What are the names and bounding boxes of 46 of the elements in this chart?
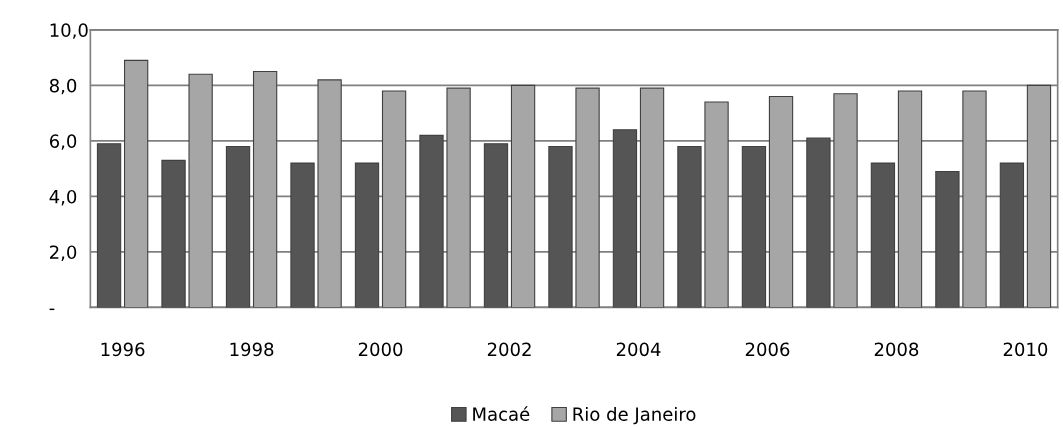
bar (833, 93, 858, 308)
bar (225, 145, 251, 308)
bar (897, 90, 923, 308)
bar (161, 159, 186, 308)
y-tick-label: - (49, 308, 55, 311)
bar (188, 73, 213, 308)
legend-label: Rio de Janeiro (573, 406, 696, 425)
x-tick-label: 2004 (616, 342, 661, 357)
bar (510, 84, 536, 308)
bar (123, 59, 149, 308)
bar (870, 162, 896, 308)
bar (806, 137, 831, 308)
x-tick-label: 2008 (874, 342, 919, 357)
y-tick-label: 4,0 (49, 189, 77, 206)
y-tick-label: 10,0 (50, 23, 88, 39)
x-tick-label: 1998 (230, 342, 274, 357)
y-tick-label: 6,0 (49, 134, 77, 150)
bar (741, 145, 767, 308)
bar (677, 145, 702, 308)
x-tick-label: 2002 (487, 342, 531, 357)
bar (768, 95, 794, 308)
bar (962, 90, 987, 308)
bar (612, 129, 638, 308)
x-tick-label: 2010 (1003, 342, 1048, 357)
bar (935, 170, 960, 308)
y-tick-label: 8,0 (49, 78, 77, 95)
bar (252, 70, 278, 308)
bar (548, 145, 573, 308)
y-tick-label: 2,0 (50, 245, 77, 261)
bar (419, 134, 444, 308)
bar (704, 101, 729, 308)
x-tick-label: 1996 (101, 342, 145, 357)
bar (381, 90, 407, 308)
bar (446, 87, 471, 308)
bar (317, 79, 342, 308)
bar (96, 143, 122, 308)
legend-label: Macaé (473, 406, 530, 421)
bar (354, 162, 380, 308)
x-tick-label: 2000 (358, 342, 403, 357)
bar (575, 87, 600, 308)
bar (290, 162, 315, 308)
bar (639, 87, 665, 308)
bar (999, 162, 1025, 308)
bar (483, 143, 509, 308)
bar (1026, 84, 1052, 308)
x-tick-label: 2006 (745, 342, 790, 357)
